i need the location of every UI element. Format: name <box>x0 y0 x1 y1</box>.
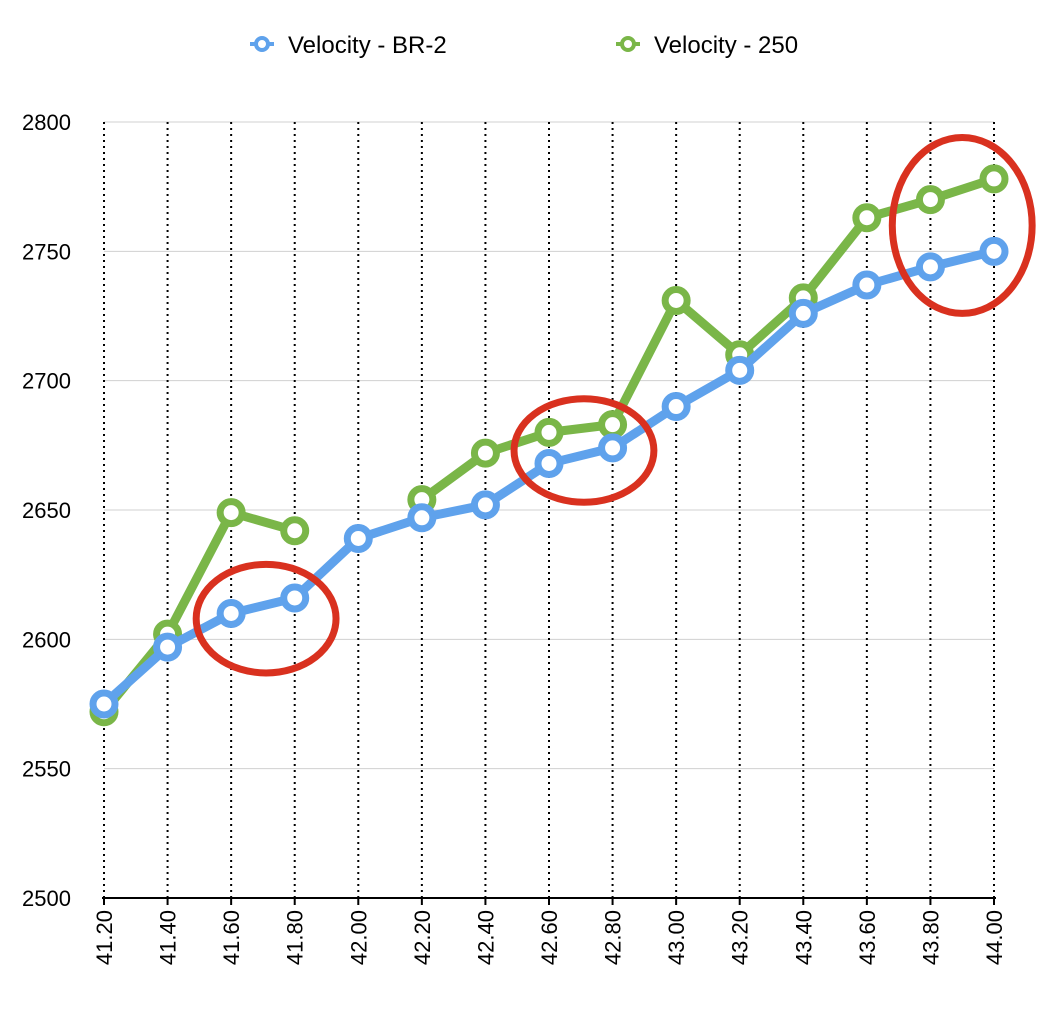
y-tick-label: 2700 <box>22 369 71 394</box>
data-point <box>852 270 882 300</box>
highlight-ellipse <box>510 395 658 506</box>
data-point <box>280 583 310 613</box>
x-tick-label: 42.80 <box>601 910 626 965</box>
x-tick-label: 41.60 <box>219 910 244 965</box>
data-point <box>89 689 119 719</box>
grid <box>103 121 995 898</box>
highlight-ellipse <box>192 560 340 677</box>
data-point <box>979 164 1009 194</box>
annotations-layer <box>192 134 1036 677</box>
series-line <box>417 174 999 505</box>
series-layer <box>89 164 1009 727</box>
x-tick-label: 41.20 <box>92 910 117 965</box>
x-tick-label: 43.60 <box>855 910 880 965</box>
data-point <box>915 252 945 282</box>
axes: 2500 2550 2600 2650 2700 2750 2800 41.20 41.40 41… <box>22 110 1007 965</box>
data-point <box>788 298 818 328</box>
data-point <box>598 433 628 463</box>
legend: Velocity - BR-2 Velocity - 250 <box>250 32 798 59</box>
x-tick-label: 43.20 <box>728 910 753 965</box>
highlight-ellipse <box>888 134 1036 317</box>
data-point <box>534 417 564 447</box>
legend-label: Velocity - 250 <box>654 32 798 59</box>
x-tick-label: 42.20 <box>410 910 435 965</box>
x-tick-label: 42.60 <box>537 910 562 965</box>
data-point <box>216 498 246 528</box>
data-point <box>979 236 1009 266</box>
data-point <box>725 355 755 385</box>
x-tick-label: 44.00 <box>982 910 1007 965</box>
data-point <box>407 503 437 533</box>
x-tick-label: 41.40 <box>156 910 181 965</box>
data-point <box>598 410 628 440</box>
x-tick-label: 41.80 <box>283 910 308 965</box>
x-tick-label: 42.00 <box>346 910 371 965</box>
data-point <box>661 285 691 315</box>
y-tick-label: 2550 <box>22 757 71 782</box>
x-tick-label: 42.40 <box>473 910 498 965</box>
data-point <box>470 438 500 468</box>
x-tick-label: 43.80 <box>918 910 943 965</box>
y-tick-label: 2750 <box>22 239 71 264</box>
legend-marker <box>254 36 270 52</box>
y-tick-label: 2500 <box>22 886 71 911</box>
x-tick-label: 43.40 <box>791 910 816 965</box>
x-tick-label: 43.00 <box>664 910 689 965</box>
legend-marker <box>620 36 636 52</box>
legend-label: Velocity - BR-2 <box>288 32 447 59</box>
y-tick-label: 2650 <box>22 498 71 523</box>
data-point <box>852 203 882 233</box>
data-point <box>216 598 246 628</box>
data-point <box>915 185 945 215</box>
data-point <box>153 632 183 662</box>
data-point <box>534 448 564 478</box>
data-point <box>280 516 310 546</box>
data-point <box>470 490 500 520</box>
data-point <box>661 392 691 422</box>
data-point <box>343 523 373 553</box>
y-tick-label: 2800 <box>22 110 71 135</box>
y-tick-label: 2600 <box>22 627 71 652</box>
